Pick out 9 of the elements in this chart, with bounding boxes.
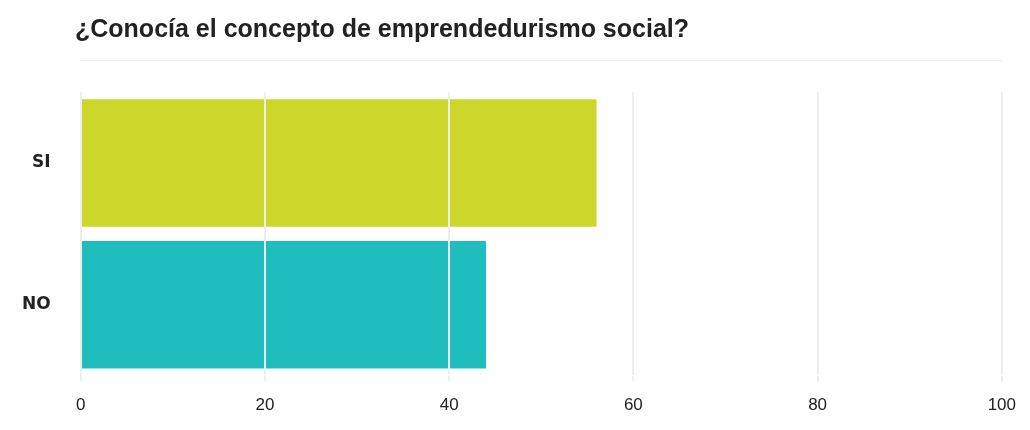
- x-tick-label: 40: [439, 395, 459, 415]
- x-tick-label: 0: [75, 395, 86, 415]
- x-tick-label: 60: [623, 395, 643, 415]
- x-tick-label: 100: [987, 395, 1017, 415]
- y-tick-label: SI: [32, 151, 51, 172]
- chart-title: ¿Conocía el concepto de emprendedurismo social?: [75, 14, 690, 43]
- x-tick-label: 80: [808, 395, 828, 415]
- x-tick-label: 20: [255, 395, 275, 415]
- y-tick-label: NO: [21, 293, 51, 314]
